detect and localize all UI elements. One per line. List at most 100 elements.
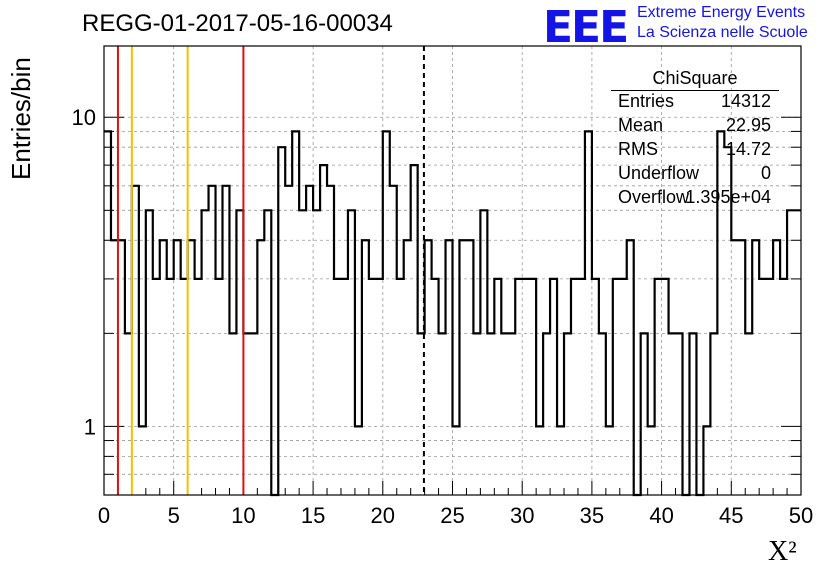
- logo-caption: Extreme Energy Events La Scienza nelle S…: [637, 3, 808, 43]
- histogram-bin: [167, 279, 174, 495]
- histogram-bin: [773, 240, 780, 495]
- stats-label: RMS: [618, 139, 658, 159]
- histogram-bin: [487, 333, 494, 495]
- x-tick-label: 35: [580, 503, 604, 528]
- histogram-bin: [529, 279, 536, 495]
- histogram-bin: [111, 240, 118, 495]
- histogram-bin: [292, 131, 299, 495]
- stats-label: Underflow: [618, 163, 700, 183]
- stats-label: Entries: [618, 91, 675, 111]
- histogram-bin: [592, 279, 599, 495]
- histogram-bin: [195, 279, 202, 495]
- eee-logo: EEE: [543, 2, 629, 53]
- histogram-bin: [585, 131, 592, 495]
- histogram-bin: [689, 333, 696, 495]
- histogram-bin: [710, 333, 717, 495]
- histogram-bin: [181, 279, 188, 495]
- histogram: [104, 130, 801, 497]
- x-tick-label: 45: [719, 503, 743, 528]
- histogram-bin: [250, 333, 257, 495]
- histogram-bin: [125, 333, 132, 495]
- histogram-bin: [104, 131, 111, 495]
- histogram-bin: [508, 333, 515, 495]
- histogram-bin: [794, 210, 801, 495]
- histogram-bin: [745, 333, 752, 495]
- histogram-bin: [362, 240, 369, 495]
- histogram-bin: [139, 426, 146, 495]
- histogram-bin: [501, 333, 508, 495]
- histogram-bin: [571, 279, 578, 495]
- histogram-bin: [390, 186, 397, 495]
- histogram-bin: [662, 279, 669, 495]
- histogram-bin: [620, 279, 627, 495]
- histogram-bin: [453, 426, 460, 495]
- histogram-bin: [494, 279, 501, 495]
- histogram-bin: [229, 333, 236, 495]
- histogram-bin: [473, 333, 480, 495]
- histogram-bin: [536, 426, 543, 495]
- histogram-bin: [257, 240, 264, 495]
- histogram-bin: [313, 210, 320, 495]
- histogram-bin: [515, 279, 522, 495]
- histogram-bin: [669, 333, 676, 495]
- histogram-bin: [655, 279, 662, 495]
- histogram-bin: [355, 426, 362, 495]
- histogram-bin: [216, 279, 223, 495]
- histogram-bin: [306, 186, 313, 495]
- stats-title: ChiSquare: [611, 68, 779, 91]
- y-tick-label: 10: [72, 105, 96, 130]
- histogram-bin: [334, 279, 341, 495]
- histogram-bin: [466, 240, 473, 495]
- x-tick-label: 10: [231, 503, 255, 528]
- histogram-bin: [738, 240, 745, 495]
- stats-box: ChiSquare Entries 14312 Mean 22.95 RMS 1…: [611, 68, 779, 211]
- logo-caption-line1: Extreme Energy Events: [637, 4, 806, 21]
- stats-value: 22.95: [725, 115, 771, 135]
- histogram-bin: [731, 240, 738, 495]
- histogram-bin: [480, 210, 487, 495]
- histogram-bin: [222, 186, 229, 495]
- histogram-bin: [376, 279, 383, 495]
- x-tick-label: 5: [168, 503, 180, 528]
- histogram-bin: [787, 210, 794, 495]
- logo-caption-line2: La Scienza nelle Scuole: [637, 24, 808, 41]
- histogram-bin: [641, 333, 648, 495]
- histogram-bin: [550, 279, 557, 495]
- y-tick-labels: 1 10: [72, 105, 96, 439]
- histogram-bin: [132, 186, 139, 495]
- histogram-bin: [243, 333, 250, 495]
- histogram-bin: [606, 426, 613, 495]
- histogram-bin: [278, 147, 285, 495]
- histogram-bin: [188, 240, 195, 495]
- histogram-bin: [411, 165, 418, 495]
- histogram-bin: [397, 279, 404, 495]
- histogram-bin: [703, 426, 710, 495]
- histogram-bin: [522, 279, 529, 495]
- plot-frame: [103, 45, 802, 496]
- cut-lines: [116, 46, 425, 495]
- histogram-bin: [299, 210, 306, 495]
- stats-row-entries: Entries 14312: [611, 91, 779, 115]
- histogram-bin: [613, 279, 620, 495]
- histogram-bin: [236, 210, 243, 495]
- histogram-bin: [759, 279, 766, 495]
- x-tick-label: 30: [510, 503, 534, 528]
- x-tick-label: 50: [789, 503, 813, 528]
- histogram-bin: [599, 333, 606, 495]
- histogram-bin: [209, 186, 216, 495]
- histogram-bin: [383, 131, 390, 495]
- histogram-bin: [557, 426, 564, 495]
- histogram-bin: [439, 333, 446, 495]
- x-tick-label: 40: [649, 503, 673, 528]
- y-tick-label: 1: [84, 414, 96, 439]
- histogram-bin: [676, 333, 683, 495]
- histogram-bin: [459, 240, 466, 495]
- y-axis-label: Entries/bin: [6, 57, 36, 180]
- histogram-bin: [327, 186, 334, 495]
- stats-row-mean: Mean 22.95: [611, 115, 779, 139]
- histogram-bin: [341, 279, 348, 495]
- x-tick-label: 20: [371, 503, 395, 528]
- x-tick-labels: 0 5 10 15 20 25 30 35 40 45 50: [98, 503, 813, 528]
- stats-label: Overflow: [618, 187, 690, 207]
